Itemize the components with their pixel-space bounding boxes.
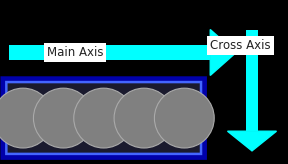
Text: Cross Axis: Cross Axis	[210, 39, 271, 52]
Ellipse shape	[74, 88, 134, 148]
Ellipse shape	[33, 88, 93, 148]
Polygon shape	[210, 30, 236, 75]
FancyBboxPatch shape	[3, 79, 204, 157]
FancyBboxPatch shape	[9, 45, 210, 60]
Ellipse shape	[114, 88, 174, 148]
FancyBboxPatch shape	[245, 30, 259, 131]
Ellipse shape	[154, 88, 214, 148]
Polygon shape	[228, 131, 276, 151]
Ellipse shape	[0, 88, 53, 148]
Text: Main Axis: Main Axis	[47, 46, 103, 59]
